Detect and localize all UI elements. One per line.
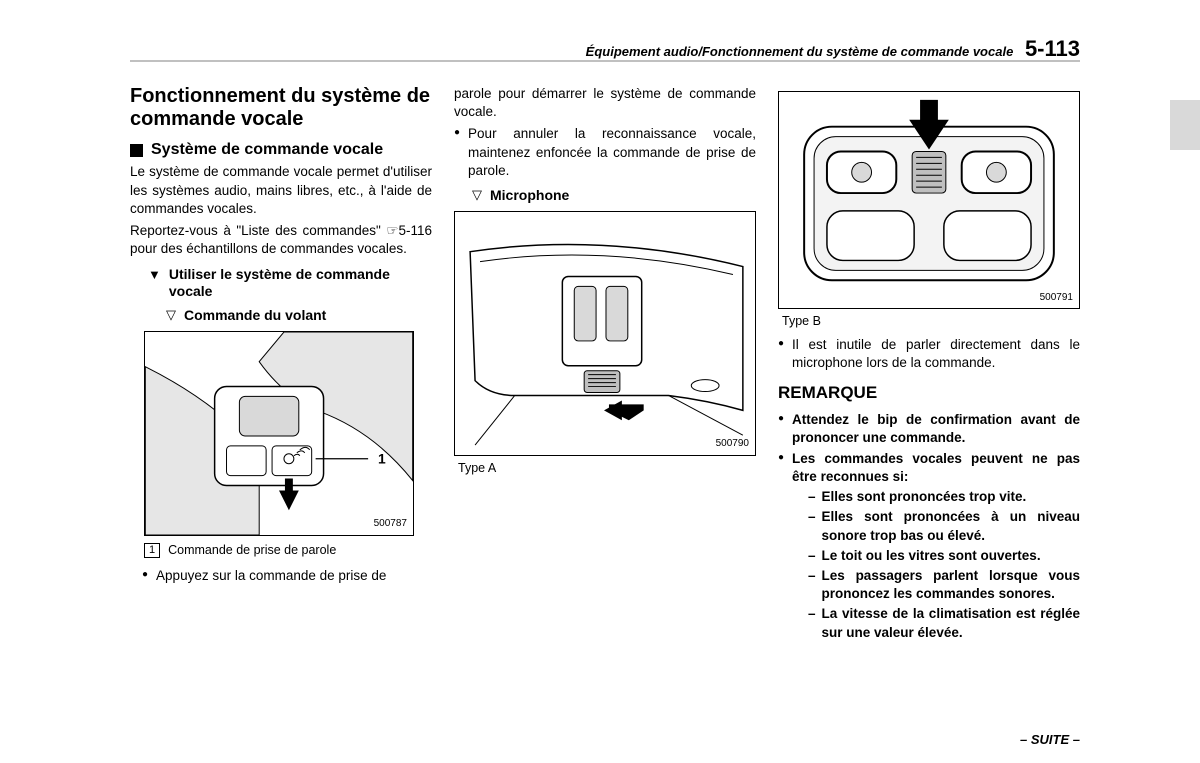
body-paragraph: Le système de commande vocale permet d'u… [130, 163, 432, 218]
bullet-text: Il est inutile de parler directement dan… [792, 336, 1080, 372]
triangle-down-outline-icon: ▽ [472, 188, 482, 201]
figure-microphone-type-a: 500790 [454, 211, 756, 456]
body-paragraph: Reportez-vous à "Liste des commandes" ☞5… [130, 222, 432, 258]
dash-item: –Elles sont prononcées à un niveau sonor… [808, 508, 1080, 544]
bullet-text: Attendez le bip de confirmation avant de… [792, 411, 1080, 447]
body-paragraph: parole pour démarrer le système de comma… [454, 85, 756, 121]
sub4-heading: Microphone [490, 186, 569, 205]
triangle-down-outline-icon: ▽ [166, 308, 176, 321]
dash-icon: – [808, 605, 816, 641]
dash-icon: – [808, 567, 816, 603]
figure-steering-control: 1 500787 [144, 331, 414, 536]
bullet-item: ● Appuyez sur la commande de prise de [142, 567, 432, 585]
bullet-dot-icon: ● [778, 450, 784, 486]
figure-id: 500790 [716, 437, 749, 451]
sub4-heading: Commande du volant [184, 306, 326, 325]
bullet-item: ● Pour annuler la reconnaissance vocale,… [454, 125, 756, 180]
svg-text:1: 1 [378, 451, 386, 467]
bullet-text: Pour annuler la reconnaissance vocale, m… [468, 125, 756, 180]
bullet-text: Les commandes vocales peuvent ne pas êtr… [792, 450, 1080, 486]
steering-illustration: 1 [145, 332, 413, 535]
subsection-heading: Système de commande vocale [151, 141, 383, 159]
column-1: Fonctionnement du système de commande vo… [130, 85, 432, 644]
subsection-row: Système de commande vocale [130, 141, 432, 159]
bullet-text: Appuyez sur la commande de prise de [156, 567, 386, 585]
figure-caption: Type A [458, 460, 756, 477]
square-bullet-icon [130, 144, 143, 157]
dash-text: Les passagers parlent lorsque vous prono… [822, 567, 1080, 603]
bullet-dot-icon: ● [142, 567, 148, 585]
note-heading: REMARQUE [778, 382, 1080, 405]
dash-text: La vitesse de la climatisation est réglé… [822, 605, 1080, 641]
figure-legend: 1 Commande de prise de parole [144, 542, 432, 559]
dash-icon: – [808, 488, 816, 506]
console-illustration-b [779, 92, 1079, 308]
sub3-heading: Utiliser le système de commande vocale [169, 266, 432, 300]
figure-caption: Type B [782, 313, 1080, 330]
bullet-dot-icon: ● [454, 125, 460, 180]
dash-item: –Le toit ou les vitres sont ouvertes. [808, 547, 1080, 565]
figure-microphone-type-b: 500791 [778, 91, 1080, 309]
bullet-item: ● Il est inutile de parler directement d… [778, 336, 1080, 372]
thumb-tab [1170, 100, 1200, 150]
page-number: 5-113 [1025, 36, 1080, 61]
dash-item: –La vitesse de la climatisation est régl… [808, 605, 1080, 641]
dash-icon: – [808, 508, 816, 544]
running-header-text: Équipement audio/Fonctionnement du systè… [586, 44, 1014, 59]
section-heading: Fonctionnement du système de commande vo… [130, 85, 432, 131]
figure-id: 500787 [374, 517, 407, 531]
dash-icon: – [808, 547, 816, 565]
running-header: Équipement audio/Fonctionnement du systè… [586, 36, 1080, 62]
bullet-dot-icon: ● [778, 411, 784, 447]
dash-text: Le toit ou les vitres sont ouvertes. [822, 547, 1041, 565]
triangle-down-filled-icon: ▼ [148, 268, 161, 281]
legend-text: Commande de prise de parole [168, 542, 336, 559]
column-3: 500791 Type B ● Il est inutile de parler… [778, 85, 1080, 644]
bold-bullet-item: ● Les commandes vocales peuvent ne pas ê… [778, 450, 1080, 486]
bold-bullet-item: ● Attendez le bip de confirmation avant … [778, 411, 1080, 447]
continuation-marker: – SUITE – [1020, 732, 1080, 747]
dash-text: Elles sont prononcées à un niveau sonore… [822, 508, 1080, 544]
legend-number: 1 [144, 543, 160, 558]
column-2: parole pour démarrer le système de comma… [454, 85, 756, 644]
sub4-row: ▽ Microphone [472, 186, 756, 205]
dash-item: –Elles sont prononcées trop vite. [808, 488, 1080, 506]
dash-text: Elles sont prononcées trop vite. [822, 488, 1027, 506]
dash-item: –Les passagers parlent lorsque vous pron… [808, 567, 1080, 603]
bullet-dot-icon: ● [778, 336, 784, 372]
console-illustration-a [455, 212, 755, 455]
sub3-row: ▼ Utiliser le système de commande vocale [148, 266, 432, 300]
page-content: Fonctionnement du système de commande vo… [130, 85, 1080, 644]
figure-id: 500791 [1040, 291, 1073, 305]
sub4-row: ▽ Commande du volant [166, 306, 432, 325]
